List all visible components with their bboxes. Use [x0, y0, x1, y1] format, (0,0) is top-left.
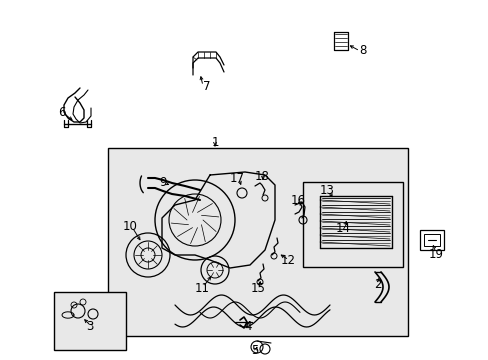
- Text: 17: 17: [229, 172, 244, 185]
- Text: 18: 18: [254, 170, 269, 183]
- Text: 2: 2: [373, 279, 381, 292]
- Text: 9: 9: [159, 176, 166, 189]
- Text: 16: 16: [290, 194, 305, 207]
- Text: 4: 4: [244, 320, 251, 333]
- Text: 3: 3: [86, 320, 94, 333]
- Text: 6: 6: [58, 105, 65, 118]
- Bar: [54, 292, 126, 350]
- Text: 1: 1: [211, 136, 218, 149]
- Text: 19: 19: [427, 248, 443, 261]
- Text: 8: 8: [359, 45, 366, 58]
- Bar: [423, 234, 439, 246]
- Text: 10: 10: [122, 220, 137, 234]
- Bar: [303, 182, 402, 267]
- Text: 13: 13: [319, 184, 334, 197]
- Text: 5: 5: [251, 345, 258, 357]
- Text: 12: 12: [280, 255, 295, 267]
- Text: 15: 15: [250, 283, 265, 296]
- Bar: [108, 148, 407, 336]
- Bar: [419, 230, 443, 250]
- Text: 7: 7: [203, 81, 210, 94]
- Text: 11: 11: [194, 282, 209, 294]
- Text: 14: 14: [335, 221, 350, 234]
